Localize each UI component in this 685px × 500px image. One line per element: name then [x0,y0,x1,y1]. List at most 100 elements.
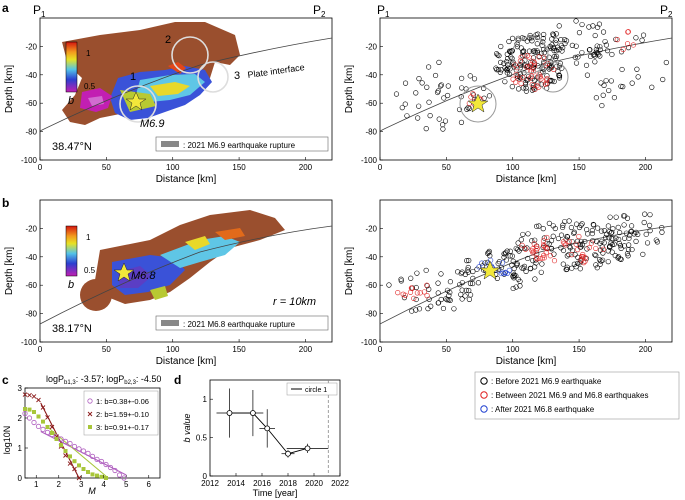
data-point [40,405,46,410]
earthquake-marker [619,66,625,73]
x-tick-label: 100 [166,345,180,354]
y-tick-label: -20 [365,224,377,233]
panel-d-label: d [174,373,181,387]
earthquake-marker [413,307,419,313]
earthquake-marker [633,238,639,244]
y-tick-label: -20 [25,42,37,51]
y-tick-label: -80 [365,128,377,137]
earthquake-marker [609,51,615,58]
earthquake-marker [551,48,557,54]
earthquake-marker [618,245,624,252]
circle-2 [171,36,209,74]
earthquake-marker [577,241,583,248]
earthquake-marker [572,252,578,258]
earthquake-marker [479,260,485,266]
x-tick-label: 2022 [331,479,349,488]
x-tick-label: 2012 [201,479,219,488]
data-point [99,474,104,479]
x-tick-label: 200 [639,345,653,354]
rupture-legend-swatch [161,320,179,326]
background-region-small [80,279,112,311]
legend-label: 1: b=0.38+-0.06 [96,397,149,406]
earthquake-marker [550,233,556,239]
earthquake-marker [536,84,542,90]
earthquake-marker [540,226,546,232]
panel-a-label: a [2,1,9,15]
earthquake-marker [579,49,585,56]
earthquake-marker [464,258,470,264]
earthquake-marker [417,290,423,296]
legend-label-after: : After 2021 M6.8 earthquake [491,405,595,414]
y-tick-label: -40 [365,71,377,80]
data-point [22,392,28,397]
earthquake-marker [426,99,432,105]
data-point [68,454,72,459]
earthquake-marker [416,306,423,312]
earthquake-marker [551,53,557,60]
earthquake-marker [597,53,603,59]
y-axis-label: log10N [2,426,12,455]
x-axis-label: M [88,486,96,496]
earthquake-marker [569,252,575,258]
fmd-plot: 1 2 3 4 5 6 0 1 2 3 [18,384,152,489]
earthquake-marker [535,63,541,69]
legend-marker [87,398,93,404]
data-point [54,437,59,441]
earthquake-marker [563,38,570,44]
earthquake-marker [593,95,599,101]
earthquake-marker [602,38,608,45]
earthquake-marker [426,64,432,70]
x-tick-label: 150 [572,345,586,354]
earthquake-marker [553,40,559,46]
earthquake-marker [399,105,405,111]
earthquake-marker [426,286,432,292]
earthquake-marker [466,296,472,303]
data-point [85,450,91,456]
earthquake-marker [546,54,552,60]
earthquake-marker [517,58,523,64]
earthquake-marker [528,68,534,75]
earthquake-marker [569,42,575,48]
earthquake-marker [522,246,529,252]
earthquake-marker [564,264,570,270]
x-tick-label: 0 [378,163,383,172]
earthquake-marker [609,242,616,248]
earthquake-marker [556,75,563,81]
seismicity-legend: : Before 2021 M6.9 earthquake : Between … [474,371,680,420]
earthquake-marker [605,259,611,265]
earthquake-marker [416,75,422,82]
earthquake-marker [618,256,624,262]
earthquake-marker [608,230,614,236]
earthquake-marker [606,235,612,241]
data-point [44,429,51,435]
earthquake-marker [629,223,635,229]
earthquake-marker [649,84,655,90]
earthquake-marker [583,62,590,68]
earthquake-marker [532,264,538,270]
legend-marker-between [480,391,488,399]
earthquake-marker [520,74,526,81]
earthquake-marker [510,270,516,276]
earthquake-marker [575,54,581,60]
earthquake-marker [444,287,451,293]
earthquake-marker [559,48,565,54]
x-tick-label: 2 [57,480,62,489]
circle-3 [197,61,229,93]
x-tick-label: 100 [166,163,180,172]
y-tick-label: 1 [18,444,23,453]
legend-label-between: : Between 2021 M6.9 and M6.8 earthquakes [491,391,648,400]
panel-d: 2012 2014 2016 2018 2020 2022 0 0.5 1 b value Ti… [182,379,349,498]
earthquake-marker [586,244,592,251]
earthquake-marker [550,31,556,37]
earthquake-marker [612,252,618,259]
earthquake-marker [584,72,591,78]
data-point [50,431,54,435]
x-tick-label: 200 [299,163,313,172]
earthquake-marker [558,42,564,49]
radius-label: r = 10km [273,296,316,308]
legend-label-before: : Before 2021 M6.9 earthquake [491,377,602,386]
colorbar-label: b [68,279,74,291]
earthquake-marker [573,43,579,49]
earthquake-marker [533,32,539,38]
